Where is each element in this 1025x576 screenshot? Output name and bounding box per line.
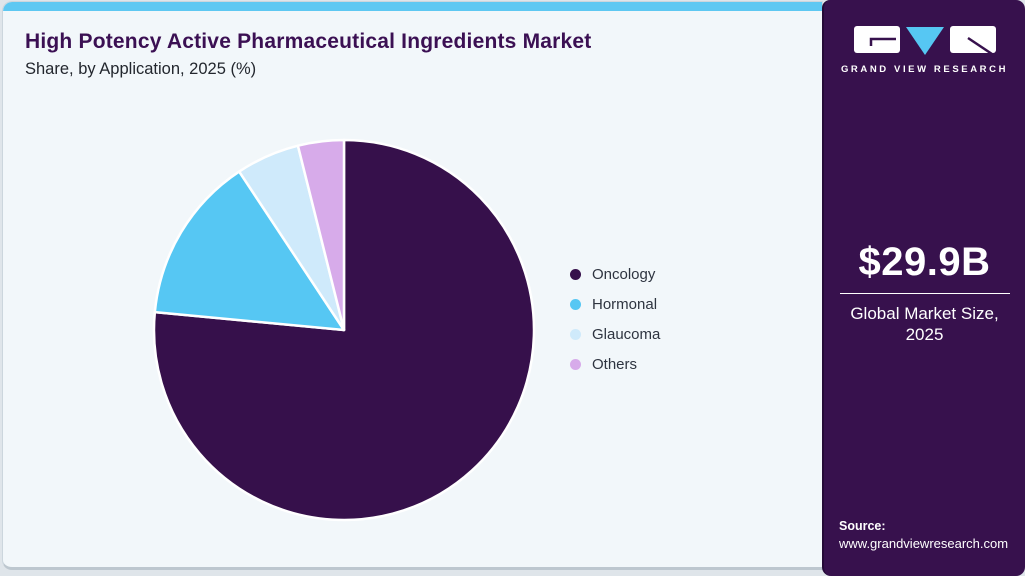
market-size-stat: $29.9B Global Market Size, 2025 xyxy=(824,240,1025,346)
legend-dot-oncology xyxy=(570,269,581,280)
brand-sidebar: GRAND VIEW RESEARCH $29.9B Global Market… xyxy=(822,0,1025,576)
legend-item-oncology[interactable]: Oncology xyxy=(570,266,660,283)
legend-item-hormonal[interactable]: Hormonal xyxy=(570,296,660,313)
source-block: Source: www.grandviewresearch.com xyxy=(839,519,1008,551)
pie-chart xyxy=(144,130,544,530)
logo-r-icon xyxy=(949,26,996,57)
legend-label: Others xyxy=(592,356,638,373)
page-title: High Potency Active Pharmaceutical Ingre… xyxy=(25,30,592,53)
stat-divider xyxy=(839,293,1010,294)
market-size-label-line2: 2025 xyxy=(905,325,944,345)
page-subtitle: Share, by Application, 2025 (%) xyxy=(25,60,257,78)
logo-g-icon xyxy=(853,26,900,53)
pie-svg xyxy=(152,138,536,522)
chart-card: High Potency Active Pharmaceutical Ingre… xyxy=(2,1,823,570)
chart-legend: Oncology Hormonal Glaucoma Others xyxy=(570,266,660,386)
legend-item-others[interactable]: Others xyxy=(570,356,660,373)
legend-item-glaucoma[interactable]: Glaucoma xyxy=(570,326,660,343)
logo-v-icon xyxy=(905,27,944,55)
legend-dot-others xyxy=(570,359,581,370)
legend-label: Glaucoma xyxy=(592,326,661,343)
market-size-label-line1: Global Market Size, xyxy=(850,304,999,323)
pie-slice-others[interactable] xyxy=(296,138,346,332)
gvr-logo-icon xyxy=(824,26,1025,57)
source-url-link[interactable]: www.grandviewresearch.com xyxy=(839,536,1009,551)
legend-dot-hormonal xyxy=(570,299,581,310)
market-size-value: $29.9B xyxy=(858,240,991,284)
pie-slice-hormonal[interactable] xyxy=(153,170,346,332)
accent-topbar xyxy=(3,2,822,11)
gvr-logo-text: GRAND VIEW RESEARCH xyxy=(840,64,1009,75)
gvr-logo: GRAND VIEW RESEARCH xyxy=(824,26,1025,75)
legend-dot-glaucoma xyxy=(570,329,581,340)
market-size-label: Global Market Size, 2025 xyxy=(824,303,1025,346)
legend-label: Oncology xyxy=(592,266,656,283)
source-label: Source: xyxy=(839,519,886,533)
legend-label: Hormonal xyxy=(592,296,658,313)
